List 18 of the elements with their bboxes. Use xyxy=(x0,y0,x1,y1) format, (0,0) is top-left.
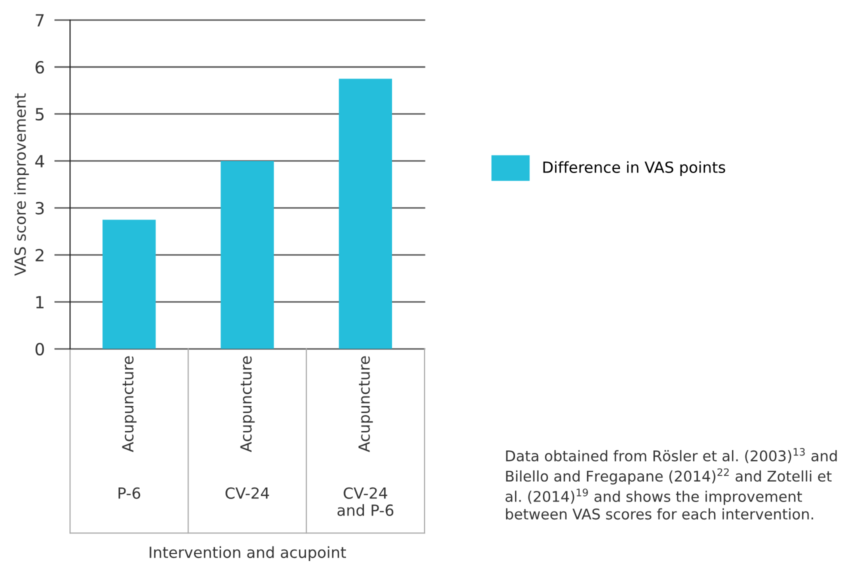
category-label: Acupuncture CV-24 and P-6 xyxy=(338,356,394,516)
bar xyxy=(220,160,274,349)
bar xyxy=(102,220,156,349)
text: Data obtained from Rösler et al. (2003)$^{13}$ and Bilello and Fregapane (2014)$^{22}$ and Zotelli et al. (2014)$^{19}$ and shows the improvement between VAS scores for each intervention. xyxy=(506,448,837,520)
y-axis-title: VAS score improvement xyxy=(14,93,29,276)
y-tick-label: 3 xyxy=(36,202,44,215)
text: Intervention and acupoint xyxy=(150,546,346,562)
y-tick-label: 1 xyxy=(36,296,44,308)
y-tick-label: 4 xyxy=(35,155,44,168)
y-tick-label: 2 xyxy=(36,248,44,262)
y-tick-label: 5 xyxy=(36,108,44,121)
y-tick-label: 7 xyxy=(36,14,44,26)
y-tick-label: 0 xyxy=(36,342,44,356)
bar xyxy=(338,78,392,349)
y-tick-label: 6 xyxy=(36,60,44,74)
category-label: Acupuncture CV-24 xyxy=(226,356,270,499)
category-label: Acupuncture P-6 xyxy=(118,356,140,499)
legend-label: Difference in VAS points xyxy=(543,161,726,176)
